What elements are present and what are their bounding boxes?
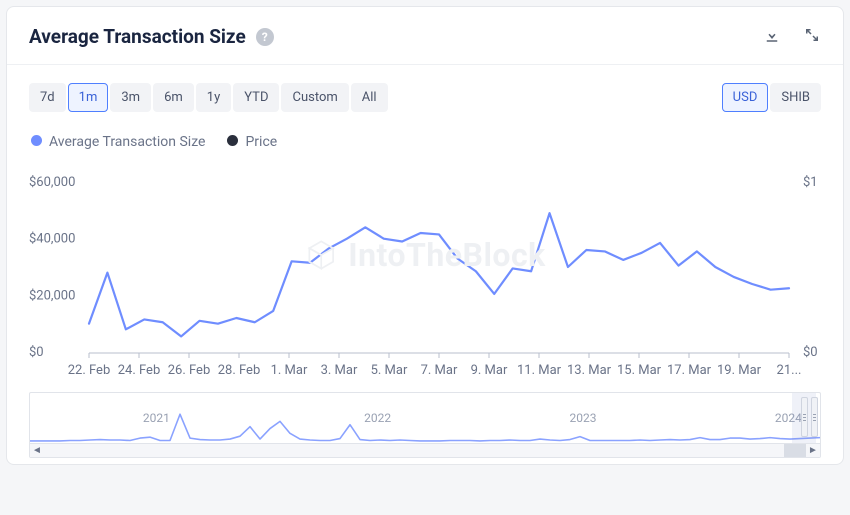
navigator-handles[interactable] [801,397,818,437]
navigator-grip[interactable] [801,397,808,437]
svg-text:19. Mar: 19. Mar [717,363,762,378]
navigator-year-label: 2023 [570,411,597,425]
page-title: Average Transaction Size [29,25,246,48]
svg-text:$20,000: $20,000 [29,288,75,303]
timeframe-3m[interactable]: 3m [110,83,151,112]
legend-item[interactable]: Average Transaction Size [31,134,205,150]
chart-card: Average Transaction Size ? 7d1m3m6m1yYTD… [6,6,844,465]
svg-text:13. Mar: 13. Mar [567,363,612,378]
help-icon[interactable]: ? [256,28,274,46]
svg-text:11. Mar: 11. Mar [517,363,562,378]
svg-text:$0: $0 [29,345,44,360]
svg-text:26. Feb: 26. Feb [168,363,211,378]
scroll-thumb[interactable] [784,444,806,457]
svg-text:$1: $1 [803,175,818,190]
svg-text:22. Feb: 22. Feb [68,363,111,378]
scroll-left-icon[interactable]: ◄ [30,444,44,458]
svg-text:21...: 21... [777,363,802,378]
svg-text:1. Mar: 1. Mar [271,363,308,378]
navigator-chart[interactable]: ◄ ► 2021202220232024 [29,392,821,458]
currency-shib[interactable]: SHIB [770,83,821,112]
currency-usd[interactable]: USD [722,83,769,112]
main-chart: IntoTheBlock $0$20,000$40,000$60,000$0$1… [7,158,843,388]
timeframe-all[interactable]: All [351,83,388,112]
scroll-right-icon[interactable]: ► [806,444,820,458]
legend-dot-icon [227,135,238,146]
svg-text:24. Feb: 24. Feb [118,363,161,378]
download-icon[interactable] [763,26,781,48]
header-actions [763,26,821,48]
navigator-grip[interactable] [811,397,818,437]
svg-text:5. Mar: 5. Mar [371,363,408,378]
timeframe-1y[interactable]: 1y [196,83,231,112]
svg-text:9. Mar: 9. Mar [471,363,508,378]
navigator-scrollbar[interactable]: ◄ ► [30,443,820,457]
legend-label: Average Transaction Size [49,134,205,150]
svg-text:28. Feb: 28. Feb [218,363,261,378]
title-wrap: Average Transaction Size ? [29,25,274,48]
scroll-track[interactable] [44,444,806,457]
controls-row: 7d1m3m6m1yYTDCustomAll USDSHIB [7,65,843,112]
timeframe-6m[interactable]: 6m [153,83,194,112]
svg-text:$60,000: $60,000 [29,175,75,190]
timeframe-segment: 7d1m3m6m1yYTDCustomAll [29,83,388,112]
legend-dot-icon [31,135,42,146]
svg-text:3. Mar: 3. Mar [321,363,358,378]
svg-text:$0: $0 [803,345,818,360]
card-header: Average Transaction Size ? [7,7,843,65]
timeframe-custom[interactable]: Custom [281,83,348,112]
timeframe-ytd[interactable]: YTD [233,83,279,112]
timeframe-7d[interactable]: 7d [29,83,66,112]
svg-text:$40,000: $40,000 [29,232,75,247]
currency-segment: USDSHIB [722,83,821,112]
navigator: ◄ ► 2021202220232024 [7,388,843,464]
legend: Average Transaction Size Price [7,112,843,158]
svg-text:7. Mar: 7. Mar [421,363,458,378]
svg-text:15. Mar: 15. Mar [617,363,662,378]
navigator-year-label: 2022 [364,411,391,425]
legend-label: Price [245,134,277,150]
chart-svg: $0 $20,000 $40,000 $60,000 $0 $1 22. Feb 24. Fe… [29,172,823,382]
navigator-year-label: 2021 [143,411,170,425]
timeframe-1m[interactable]: 1m [68,83,109,112]
legend-item[interactable]: Price [227,134,277,150]
svg-text:17. Mar: 17. Mar [667,363,712,378]
expand-icon[interactable] [803,26,821,48]
